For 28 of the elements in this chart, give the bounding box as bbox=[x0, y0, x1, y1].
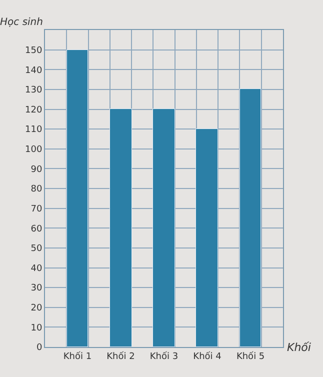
x-axis-title: Khối bbox=[287, 341, 311, 354]
y-tick-label: 100 bbox=[25, 145, 42, 156]
x-tick-label: Khối 3 bbox=[150, 350, 178, 362]
bar bbox=[110, 108, 132, 347]
x-tick-label: Khối 1 bbox=[63, 350, 92, 362]
y-tick-label: 90 bbox=[30, 164, 42, 175]
y-tick-label: 60 bbox=[30, 224, 42, 234]
y-tick-label: 0 bbox=[36, 343, 42, 354]
y-tick-label: 30 bbox=[30, 284, 42, 294]
y-tick-label: 150 bbox=[25, 46, 42, 56]
y-tick-label: 70 bbox=[30, 204, 42, 214]
y-tick-label: 50 bbox=[30, 244, 42, 254]
y-axis-title: Học sinh bbox=[0, 17, 43, 28]
bar bbox=[240, 88, 261, 347]
x-tick-label: Khối 4 bbox=[193, 350, 222, 362]
y-tick-label: 40 bbox=[30, 264, 42, 274]
y-tick-label: 80 bbox=[30, 184, 42, 195]
bar bbox=[196, 128, 218, 347]
y-tick-label: 140 bbox=[25, 66, 42, 76]
y-tick-label: 20 bbox=[30, 304, 42, 314]
y-tick-label: 130 bbox=[25, 86, 42, 96]
y-tick-label: 110 bbox=[25, 125, 42, 136]
bar bbox=[66, 50, 88, 347]
x-tick-label: Khối 5 bbox=[236, 350, 265, 362]
x-tick-label: Khối 2 bbox=[106, 350, 135, 362]
y-tick-label: 120 bbox=[25, 105, 42, 116]
bar bbox=[152, 108, 175, 347]
y-tick-label: 10 bbox=[30, 323, 42, 334]
